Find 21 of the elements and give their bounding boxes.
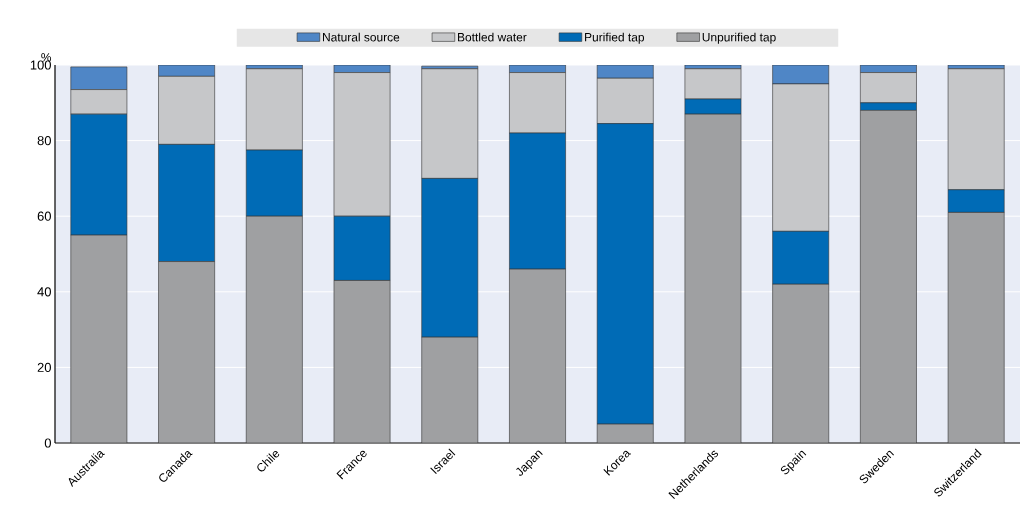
bar [421,336,479,443]
legend-label: Purified tap [585,32,645,44]
y-tick-label: 0 [44,438,51,448]
y-axis-title: % [41,53,52,62]
y-tick-label: 100 [30,60,51,70]
bar [333,280,391,443]
y-tick-label: 40 [37,287,51,297]
legend-label: Unpurified tap [702,32,776,44]
legend-label: Bottled water [458,32,527,42]
y-tick-label: 60 [37,211,51,221]
bar [158,261,215,443]
y-tick-label: 20 [37,362,51,372]
bar [684,113,742,443]
bar [772,283,830,443]
bar [509,268,566,443]
y-tick-label: 80 [37,136,51,146]
bar [245,215,303,443]
bar [70,234,128,443]
legend-label: Natural source [323,32,400,42]
bar [947,212,1005,443]
bar [860,110,917,443]
